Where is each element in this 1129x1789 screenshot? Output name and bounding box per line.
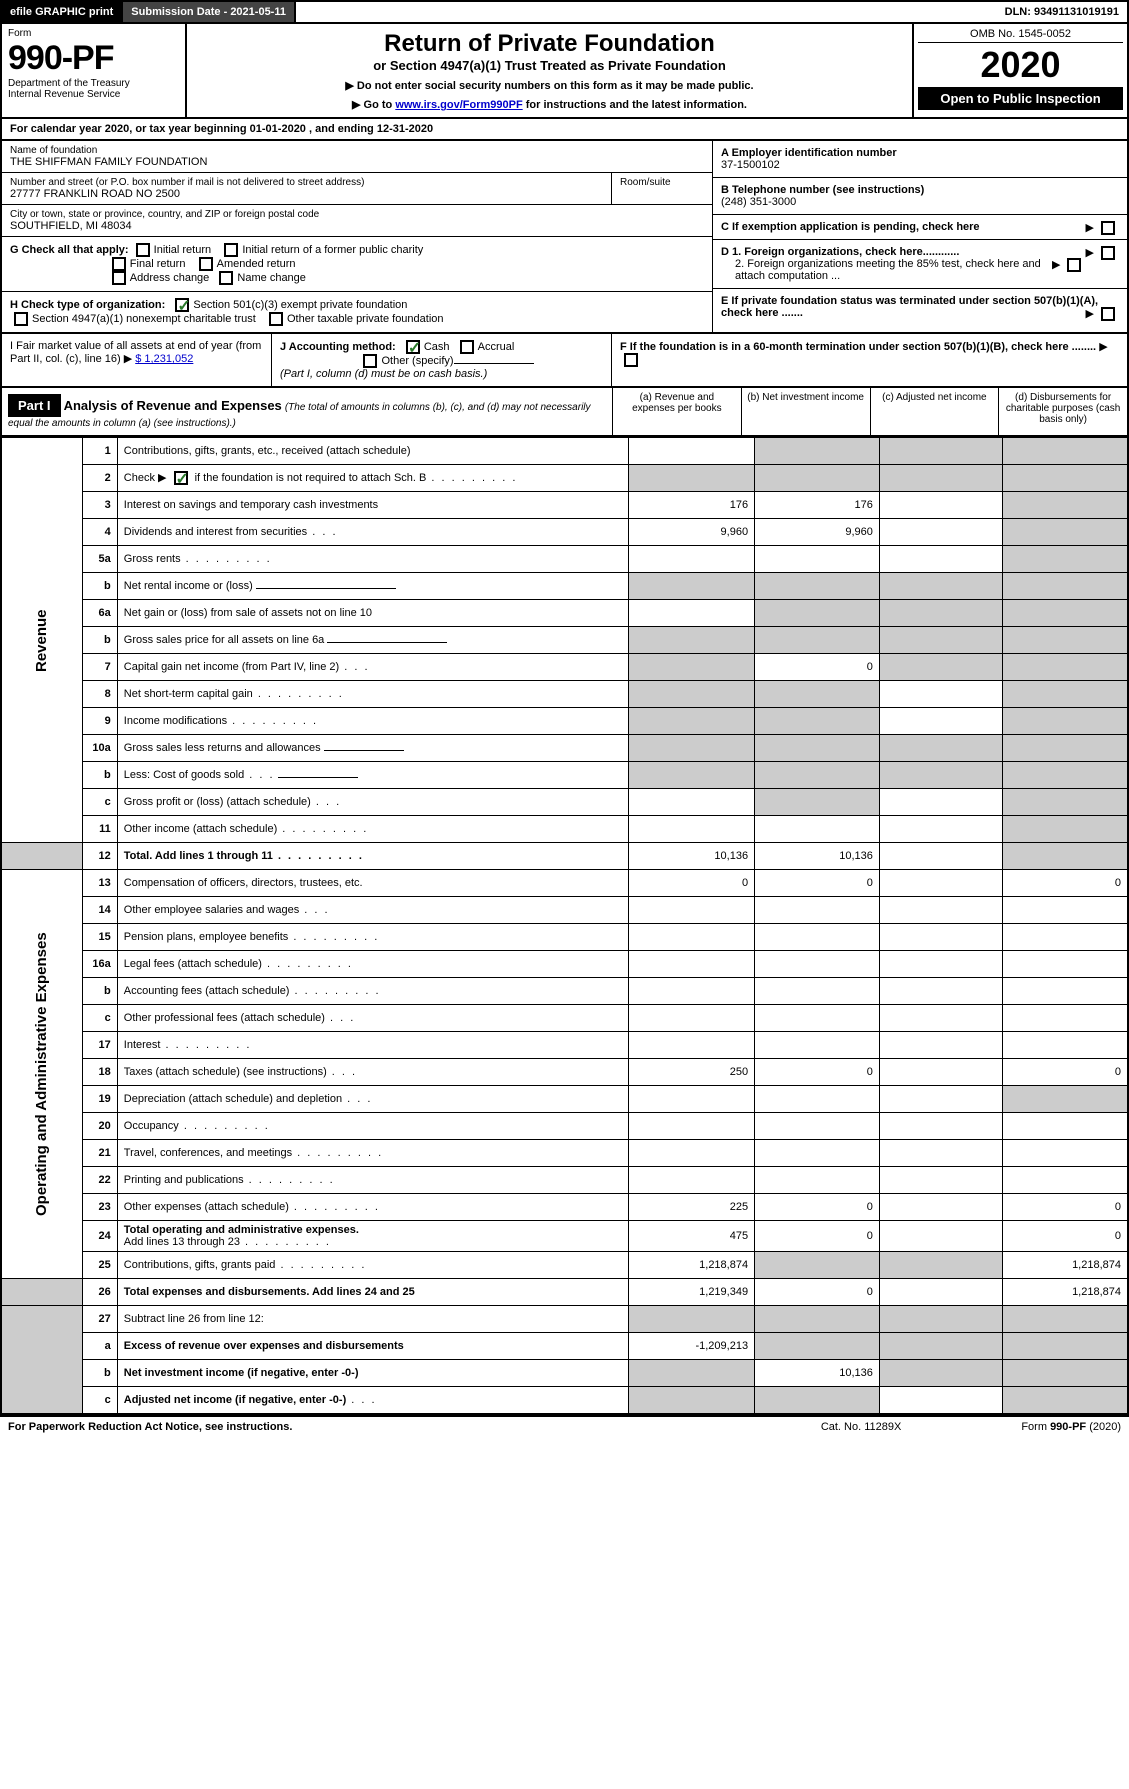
dln: DLN: 93491131019191	[997, 2, 1127, 22]
city-state-zip: SOUTHFIELD, MI 48034	[10, 220, 132, 232]
footer: For Paperwork Reduction Act Notice, see …	[0, 1415, 1129, 1437]
chk-final[interactable]	[112, 257, 126, 271]
revenue-label: Revenue	[1, 438, 83, 843]
chk-name[interactable]	[219, 271, 233, 285]
ein: 37-1500102	[721, 159, 780, 171]
col-a: (a) Revenue and expenses per books	[612, 388, 741, 435]
chk-other-taxable[interactable]	[269, 312, 283, 326]
submission-date: Submission Date - 2021-05-11	[123, 2, 296, 22]
omb-number: OMB No. 1545-0052	[918, 28, 1123, 43]
part1-table: Revenue 1Contributions, gifts, grants, e…	[0, 437, 1129, 1415]
chk-initial-former[interactable]	[224, 243, 238, 257]
chk-amended[interactable]	[199, 257, 213, 271]
col-c: (c) Adjusted net income	[870, 388, 999, 435]
col-b: (b) Net investment income	[741, 388, 870, 435]
form-number: 990-PF	[8, 39, 179, 78]
note-goto: ▶ Go to www.irs.gov/Form990PF for instru…	[193, 98, 906, 111]
chk-d1[interactable]	[1101, 246, 1115, 260]
chk-d2[interactable]	[1067, 258, 1081, 272]
chk-4947[interactable]	[14, 312, 28, 326]
form-header: Form 990-PF Department of the Treasury I…	[0, 24, 1129, 119]
efile-button[interactable]: efile GRAPHIC print	[2, 2, 123, 22]
chk-initial[interactable]	[136, 243, 150, 257]
chk-e[interactable]	[1101, 307, 1115, 321]
part1-header: Part I Analysis of Revenue and Expenses …	[0, 388, 1129, 437]
name-cell: Name of foundation THE SHIFFMAN FAMILY F…	[2, 141, 712, 173]
tax-year: 2020	[918, 47, 1123, 83]
part1-label: Part I	[8, 394, 61, 417]
g-row: G Check all that apply: Initial return I…	[2, 237, 712, 292]
telephone: (248) 351-3000	[721, 196, 796, 208]
irs-label: Internal Revenue Service	[8, 89, 179, 100]
h-row: H Check type of organization: Section 50…	[2, 292, 712, 332]
chk-schb[interactable]	[174, 471, 188, 485]
form-subtitle: or Section 4947(a)(1) Trust Treated as P…	[193, 58, 906, 73]
dept-label: Department of the Treasury	[8, 78, 179, 89]
chk-c[interactable]	[1101, 221, 1115, 235]
ij-row: I Fair market value of all assets at end…	[0, 334, 1129, 388]
foundation-name: THE SHIFFMAN FAMILY FOUNDATION	[10, 156, 207, 168]
entity-section: Name of foundation THE SHIFFMAN FAMILY F…	[0, 141, 1129, 334]
street-address: 27777 FRANKLIN ROAD NO 2500	[10, 188, 180, 200]
chk-f[interactable]	[624, 353, 638, 367]
chk-accrual[interactable]	[460, 340, 474, 354]
chk-address[interactable]	[112, 271, 126, 285]
fmv-value[interactable]: $ 1,231,052	[135, 353, 193, 365]
form-label: Form	[8, 28, 179, 39]
chk-cash[interactable]	[406, 340, 420, 354]
chk-501c3[interactable]	[175, 298, 189, 312]
calendar-year-row: For calendar year 2020, or tax year begi…	[0, 119, 1129, 141]
top-bar: efile GRAPHIC print Submission Date - 20…	[0, 0, 1129, 24]
col-d: (d) Disbursements for charitable purpose…	[998, 388, 1127, 435]
expenses-label: Operating and Administrative Expenses	[1, 870, 83, 1279]
form-link[interactable]: www.irs.gov/Form990PF	[395, 99, 522, 111]
form-title: Return of Private Foundation	[193, 30, 906, 58]
open-inspection: Open to Public Inspection	[918, 87, 1123, 110]
note-ssn: ▶ Do not enter social security numbers o…	[193, 79, 906, 92]
chk-other-method[interactable]	[363, 354, 377, 368]
